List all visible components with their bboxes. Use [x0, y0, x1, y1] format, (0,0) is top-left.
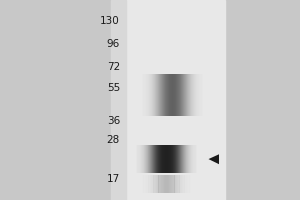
- Text: 130: 130: [100, 16, 120, 26]
- Text: 55: 55: [107, 83, 120, 93]
- Text: 72: 72: [107, 62, 120, 72]
- Bar: [126, 0, 225, 200]
- Text: 36: 36: [107, 116, 120, 126]
- Bar: [111, 0, 126, 200]
- Text: 28: 28: [107, 135, 120, 145]
- Text: 17: 17: [107, 174, 120, 184]
- Text: 96: 96: [107, 39, 120, 49]
- Polygon shape: [208, 154, 219, 164]
